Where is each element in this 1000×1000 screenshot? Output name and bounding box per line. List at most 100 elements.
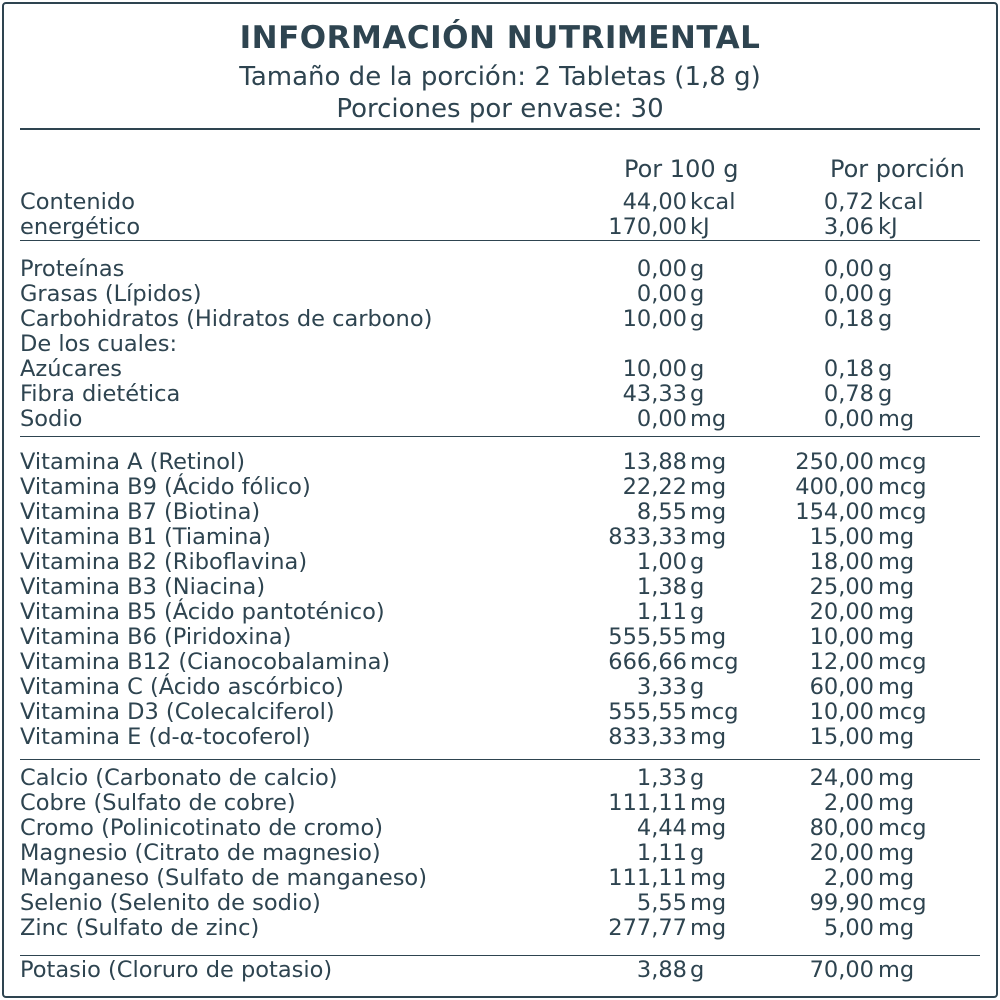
- nutrient-label: Carbohidratos (Hidratos de carbono): [20, 306, 433, 332]
- value-per-serving: 24,00: [809, 765, 874, 791]
- nutrient-row: Magnesio (Citrato de magnesio) 1,11 g 20,00…: [20, 841, 980, 866]
- unit-per-100g: mcg: [690, 649, 739, 675]
- minerals-divider: [20, 955, 980, 956]
- value-per-serving: 250,00: [795, 449, 874, 475]
- value-per-serving: 60,00: [809, 674, 874, 700]
- nutrient-label: Cobre (Sulfato de cobre): [20, 790, 296, 816]
- value-per-100g: 111,11: [608, 790, 687, 816]
- vitamins-divider: [20, 759, 980, 760]
- nutrient-row: Vitamina B2 (Riboflavina) 1,00 g 18,00 mg: [20, 550, 980, 575]
- unit-per-serving: g: [878, 306, 893, 332]
- nutrient-row: Sodio 0,00 mg 0,00 mg: [20, 407, 980, 432]
- nutrient-row: Selenio (Selenito de sodio) 5,55 mg 99,90 mc…: [20, 891, 980, 916]
- unit-per-100g: g: [690, 840, 705, 866]
- nutrient-row: Vitamina B9 (Ácido fólico) 22,22 mg 400,00 m…: [20, 475, 980, 500]
- unit-per-serving: mg: [878, 840, 915, 866]
- nutrient-label: De los cuales:: [20, 331, 178, 357]
- value-per-100g: 8,55: [636, 499, 687, 525]
- unit-per-serving: mcg: [878, 815, 927, 841]
- unit-per-100g: mg: [690, 915, 727, 941]
- value-per-serving: 10,00: [809, 699, 874, 725]
- nutrient-row: Manganeso (Sulfato de manganeso) 111,11 mg…: [20, 866, 980, 891]
- value-per-100g: 0,00: [636, 281, 687, 307]
- unit-per-serving: mg: [878, 624, 915, 650]
- unit-per-serving: mg: [878, 915, 915, 941]
- unit-per-serving: mg: [878, 674, 915, 700]
- column-header-per-100g: Por 100 g: [624, 155, 739, 183]
- unit-per-serving: mg: [878, 957, 915, 983]
- unit-per-serving: mcg: [878, 474, 927, 500]
- nutrient-row: Vitamina B1 (Tiamina) 833,33 mg 15,00 mg: [20, 525, 980, 550]
- nutrient-label: Proteínas: [20, 256, 125, 282]
- nutrient-label: Vitamina B2 (Riboflavina): [20, 549, 308, 575]
- nutrient-label: Fibra dietética: [20, 381, 181, 407]
- nutrient-row: Vitamina B6 (Piridoxina) 555,55 mg 10,00 mg: [20, 625, 980, 650]
- unit-per-100g: mg: [690, 499, 727, 525]
- nutrient-label: Vitamina D3 (Colecalciferol): [20, 699, 335, 725]
- nutrient-row: Vitamina B12 (Cianocobalamina) 666,66 mcg 1…: [20, 650, 980, 675]
- macros-divider: [20, 436, 980, 437]
- value-per-100g: 5,55: [636, 890, 687, 916]
- nutrient-label: Vitamina B12 (Cianocobalamina): [20, 649, 391, 675]
- nutrient-label: Azúcares: [20, 356, 122, 382]
- nutrient-label: Vitamina B9 (Ácido fólico): [20, 474, 311, 500]
- value-per-100g: 1,38: [636, 574, 687, 600]
- nutrient-label: Vitamina B1 (Tiamina): [20, 524, 271, 550]
- nutrient-label: Calcio (Carbonato de calcio): [20, 765, 338, 791]
- nutrient-row: Vitamina D3 (Colecalciferol) 555,55 mcg 10,…: [20, 700, 980, 725]
- value-per-serving: 70,00: [809, 957, 874, 983]
- unit-per-100g: mg: [690, 524, 727, 550]
- nutrient-label: Vitamina A (Retinol): [20, 449, 246, 475]
- nutrient-row: Zinc (Sulfato de zinc) 277,77 mg 5,00 mg: [20, 916, 980, 941]
- unit-per-100g: g: [690, 674, 705, 700]
- value-per-100g: 13,88: [622, 449, 687, 475]
- nutrient-row: De los cuales:: [20, 332, 980, 357]
- unit-per-100g: g: [690, 549, 705, 575]
- unit-per-100g: mg: [690, 406, 727, 432]
- unit-per-serving: mg: [878, 599, 915, 625]
- unit-per-100g: g: [690, 281, 705, 307]
- unit-per-serving: mg: [878, 790, 915, 816]
- value-per-serving: 15,00: [809, 524, 874, 550]
- value-per-serving: 0,00: [823, 256, 874, 282]
- value-per-serving: 400,00: [795, 474, 874, 500]
- value-per-100g: 1,11: [636, 599, 687, 625]
- value-per-serving: 2,00: [823, 865, 874, 891]
- value-per-serving: 10,00: [809, 624, 874, 650]
- value-per-100g: 22,22: [622, 474, 687, 500]
- unit-per-serving: mcg: [878, 699, 927, 725]
- energy-kj-row: energético 170,00 kJ 3,06 kJ: [20, 215, 980, 240]
- value-per-100g: 666,66: [608, 649, 687, 675]
- value-per-serving: 0,00: [823, 281, 874, 307]
- unit-per-100g: mg: [690, 865, 727, 891]
- nutrient-label: Sodio: [20, 406, 83, 432]
- nutrient-label: Magnesio (Citrato de magnesio): [20, 840, 381, 866]
- unit-per-serving: mg: [878, 549, 915, 575]
- nutrient-row: Cobre (Sulfato de cobre) 111,11 mg 2,00 mg: [20, 791, 980, 816]
- energy-kj-per-serving: 3,06: [823, 214, 874, 240]
- value-per-serving: 20,00: [809, 599, 874, 625]
- energy-kcal-per-100g: 44,00: [622, 189, 687, 215]
- value-per-100g: 3,33: [636, 674, 687, 700]
- unit-per-100g: mg: [690, 815, 727, 841]
- value-per-serving: 0,00: [823, 406, 874, 432]
- value-per-100g: 0,00: [636, 256, 687, 282]
- unit-per-100g: g: [690, 306, 705, 332]
- nutrient-row: Proteínas 0,00 g 0,00 g: [20, 257, 980, 282]
- nutrient-label: Vitamina C (Ácido ascórbico): [20, 674, 344, 700]
- nutrient-row: Calcio (Carbonato de calcio) 1,33 g 24,00 mg: [20, 766, 980, 791]
- value-per-serving: 0,18: [823, 356, 874, 382]
- value-per-100g: 1,00: [636, 549, 687, 575]
- value-per-100g: 1,11: [636, 840, 687, 866]
- energy-label-line1: Contenido: [20, 189, 135, 215]
- unit-per-100g: mcg: [690, 699, 739, 725]
- value-per-100g: 10,00: [622, 356, 687, 382]
- unit-per-100g: mg: [690, 890, 727, 916]
- unit-per-serving: mcg: [878, 449, 927, 475]
- energy-kj-unit-1: kJ: [690, 214, 710, 240]
- value-per-100g: 833,33: [608, 724, 687, 750]
- header-divider: [20, 128, 980, 130]
- nutrient-label: Vitamina B5 (Ácido pantoténico): [20, 599, 385, 625]
- unit-per-serving: mg: [878, 524, 915, 550]
- value-per-serving: 2,00: [823, 790, 874, 816]
